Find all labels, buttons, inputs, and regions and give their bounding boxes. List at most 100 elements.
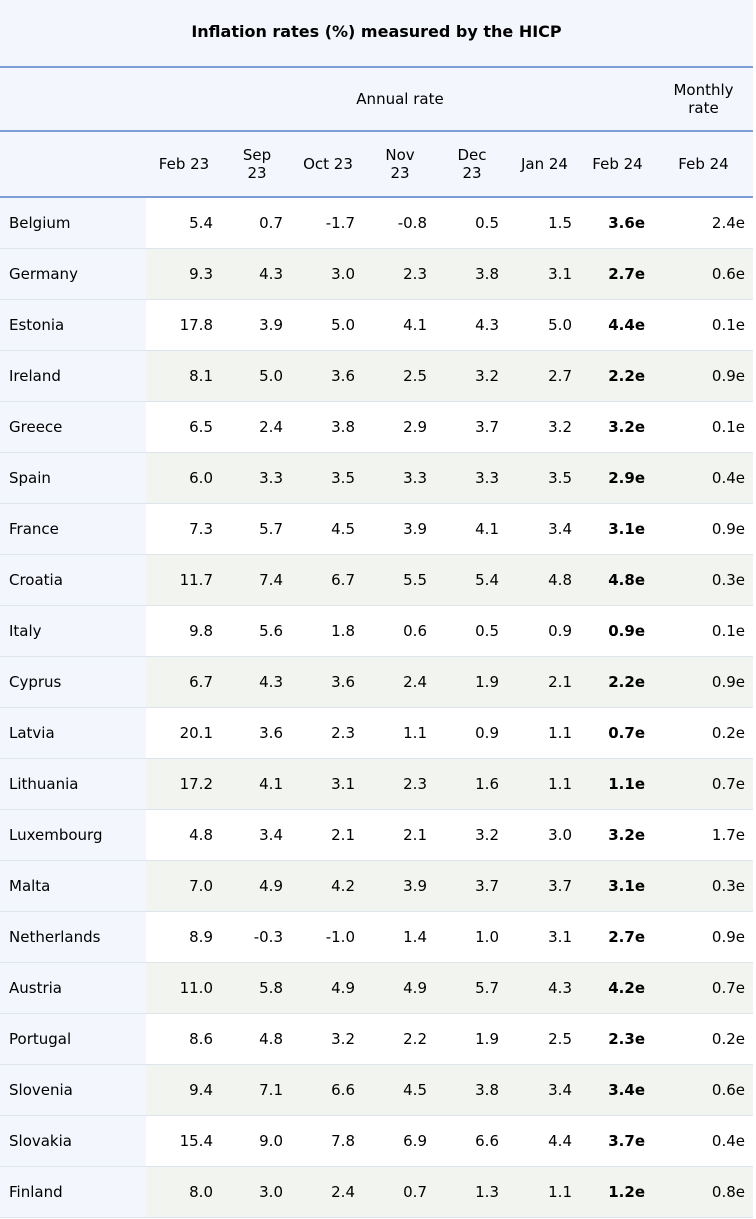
value-cell: 8.0: [189, 1183, 213, 1201]
value-cell: -0.3: [253, 928, 283, 946]
value-cell: 3.6e: [608, 214, 645, 232]
value-cell: 20.1: [179, 724, 213, 742]
row-values: 8.1 5.0 3.6 2.5 3.2 2.7 2.2e 0.9e: [146, 351, 753, 401]
value-cell: 7.3: [189, 520, 213, 538]
value-cell: 2.5: [548, 1030, 572, 1048]
value-cell: 3.1e: [608, 877, 645, 895]
value-cell: 6.6: [475, 1132, 499, 1150]
value-cell: 2.7: [548, 367, 572, 385]
value-cell: -0.8: [397, 214, 427, 232]
table-row: Malta 7.0 4.9 4.2 3.9 3.7 3.7 3.1e 0.3e: [0, 861, 753, 912]
value-cell: 3.6: [259, 724, 283, 742]
value-cell: 4.8e: [608, 571, 645, 589]
row-values: 11.0 5.8 4.9 4.9 5.7 4.3 4.2e 0.7e: [146, 963, 753, 1013]
row-values: 9.8 5.6 1.8 0.6 0.5 0.9 0.9e 0.1e: [146, 606, 753, 656]
value-cell: 4.1: [475, 520, 499, 538]
value-cell: 1.3: [475, 1183, 499, 1201]
value-cell: 5.7: [475, 979, 499, 997]
value-cell: 1.0: [475, 928, 499, 946]
value-cell: 6.6: [331, 1081, 355, 1099]
value-cell: 0.9e: [608, 622, 645, 640]
value-cell: 3.2: [475, 367, 499, 385]
value-cell: 0.2e: [711, 724, 745, 742]
country-name: Slovenia: [0, 1065, 146, 1115]
table-row: Lithuania 17.2 4.1 3.1 2.3 1.6 1.1 1.1e 0.7e: [0, 759, 753, 810]
monthly-rate-header: Monthly rate: [654, 68, 753, 130]
row-values: 5.4 0.7 -1.7 -0.8 0.5 1.5 3.6e 2.4e: [146, 198, 753, 248]
value-cell: 2.2: [403, 1030, 427, 1048]
value-cell: 1.1: [548, 724, 572, 742]
value-cell: 3.1e: [608, 520, 645, 538]
value-cell: 3.7: [475, 877, 499, 895]
column-header: Feb 24: [678, 155, 729, 173]
value-cell: 0.9e: [711, 928, 745, 946]
value-cell: 0.1e: [711, 316, 745, 334]
row-values: 8.6 4.8 3.2 2.2 1.9 2.5 2.3e 0.2e: [146, 1014, 753, 1064]
value-cell: 3.8: [475, 1081, 499, 1099]
value-cell: 4.3: [259, 673, 283, 691]
value-cell: 5.7: [259, 520, 283, 538]
value-cell: 0.9: [548, 622, 572, 640]
value-cell: 1.5: [548, 214, 572, 232]
table-row: Belgium 5.4 0.7 -1.7 -0.8 0.5 1.5 3.6e 2.4e: [0, 198, 753, 249]
value-cell: 3.6: [331, 673, 355, 691]
value-cell: 3.3: [403, 469, 427, 487]
value-cell: 1.9: [475, 1030, 499, 1048]
value-cell: -1.7: [325, 214, 355, 232]
value-cell: 6.7: [331, 571, 355, 589]
value-cell: 3.9: [259, 316, 283, 334]
value-cell: 3.4: [548, 520, 572, 538]
table-row: Ireland 8.1 5.0 3.6 2.5 3.2 2.7 2.2e 0.9e: [0, 351, 753, 402]
value-cell: 3.2: [331, 1030, 355, 1048]
value-cell: 1.7e: [711, 826, 745, 844]
table-row: Spain 6.0 3.3 3.5 3.3 3.3 3.5 2.9e 0.4e: [0, 453, 753, 504]
value-cell: 4.8: [548, 571, 572, 589]
value-cell: 2.1: [548, 673, 572, 691]
value-cell: 6.9: [403, 1132, 427, 1150]
value-cell: 15.4: [179, 1132, 213, 1150]
value-cell: 0.9e: [711, 367, 745, 385]
annual-rate-header: Annual rate: [356, 90, 444, 108]
value-cell: 5.5: [403, 571, 427, 589]
value-cell: 4.5: [403, 1081, 427, 1099]
value-cell: 3.8: [475, 265, 499, 283]
value-cell: 11.0: [179, 979, 213, 997]
value-cell: 3.4: [259, 826, 283, 844]
value-cell: 11.7: [179, 571, 213, 589]
value-cell: 4.3: [259, 265, 283, 283]
value-cell: 0.5: [475, 622, 499, 640]
value-cell: 0.3e: [711, 571, 745, 589]
table-row: Germany 9.3 4.3 3.0 2.3 3.8 3.1 2.7e 0.6e: [0, 249, 753, 300]
column-header-row: Feb 23 Sep 23 Oct 23 Nov 23 Dec 23 Jan 24 Feb 24 F…: [0, 132, 753, 196]
column-rule: [0, 196, 753, 198]
table-body: Belgium 5.4 0.7 -1.7 -0.8 0.5 1.5 3.6e 2.4e Germa…: [0, 198, 753, 1218]
value-cell: 4.4e: [608, 316, 645, 334]
value-cell: 3.9: [403, 520, 427, 538]
value-cell: 1.4: [403, 928, 427, 946]
value-cell: 6.0: [189, 469, 213, 487]
value-cell: 2.4e: [711, 214, 745, 232]
value-cell: 0.5: [475, 214, 499, 232]
value-cell: 2.3: [331, 724, 355, 742]
table-row: France 7.3 5.7 4.5 3.9 4.1 3.4 3.1e 0.9e: [0, 504, 753, 555]
table-row: Slovenia 9.4 7.1 6.6 4.5 3.8 3.4 3.4e 0.6e: [0, 1065, 753, 1116]
row-values: 20.1 3.6 2.3 1.1 0.9 1.1 0.7e 0.2e: [146, 708, 753, 758]
value-cell: 2.7e: [608, 928, 645, 946]
value-cell: 2.9e: [608, 469, 645, 487]
value-cell: 3.0: [331, 265, 355, 283]
value-cell: 2.5: [403, 367, 427, 385]
value-cell: -1.0: [325, 928, 355, 946]
table-row: Luxembourg 4.8 3.4 2.1 2.1 3.2 3.0 3.2e 1.7e: [0, 810, 753, 861]
value-cell: 1.1e: [608, 775, 645, 793]
row-values: 8.9 -0.3 -1.0 1.4 1.0 3.1 2.7e 0.9e: [146, 912, 753, 962]
value-cell: 7.0: [189, 877, 213, 895]
country-name: Netherlands: [0, 912, 146, 962]
table-row: Slovakia 15.4 9.0 7.8 6.9 6.6 4.4 3.7e 0.4e: [0, 1116, 753, 1167]
country-name: Ireland: [0, 351, 146, 401]
value-cell: 5.0: [259, 367, 283, 385]
value-cell: 4.9: [331, 979, 355, 997]
table-row: Croatia 11.7 7.4 6.7 5.5 5.4 4.8 4.8e 0.3e: [0, 555, 753, 606]
column-header: Oct 23: [303, 155, 353, 173]
value-cell: 0.7e: [711, 979, 745, 997]
country-name: Croatia: [0, 555, 146, 605]
